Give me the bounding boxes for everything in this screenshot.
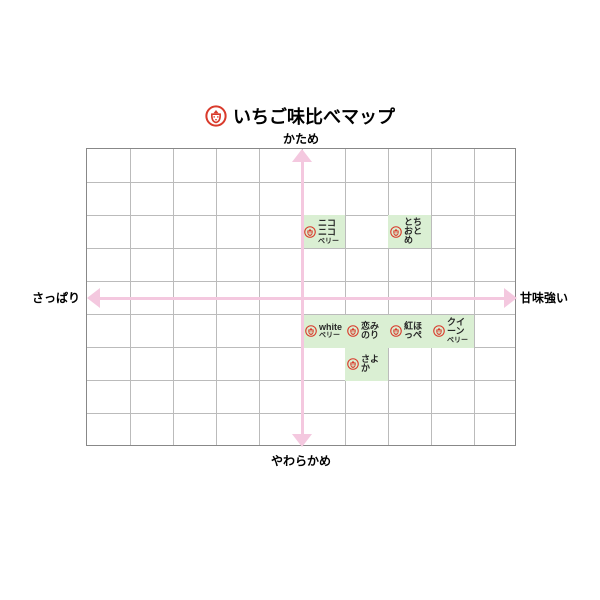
item-label: 紅ほっぺ — [404, 322, 429, 341]
strawberry-icon — [305, 325, 317, 337]
quadrant-grid: ニコニコベリー とちおとめ whiteベリー 恋みのり 紅ほっぺ クイーンベリー — [86, 148, 516, 446]
strawberry-icon — [390, 226, 402, 238]
axis-label-top: かため — [283, 130, 319, 147]
axis-arrowhead-left — [87, 288, 100, 308]
strawberry-icon — [347, 358, 359, 370]
strawberry-item: whiteベリー — [302, 315, 345, 348]
strawberry-icon — [205, 105, 227, 127]
axis-horizontal — [91, 297, 513, 300]
item-label: とちおとめ — [404, 218, 429, 246]
strawberry-item: クイーンベリー — [431, 315, 474, 348]
strawberry-item: 恋みのり — [345, 315, 388, 348]
axis-label-bottom: やわらかめ — [271, 452, 331, 469]
axis-arrowhead-right — [504, 288, 517, 308]
item-label: クイーンベリー — [447, 318, 472, 344]
axis-arrowhead-up — [292, 149, 312, 162]
item-label: 恋みのり — [361, 322, 386, 341]
strawberry-icon — [433, 325, 445, 337]
axis-label-left: さっぱり — [32, 289, 80, 306]
strawberry-item: さよか — [345, 348, 388, 381]
chart-title: いちご味比べマップ — [0, 103, 600, 129]
strawberry-item: 紅ほっぺ — [388, 315, 431, 348]
axis-label-right: 甘味強い — [520, 289, 568, 306]
item-label: whiteベリー — [319, 323, 342, 340]
strawberry-icon — [390, 325, 402, 337]
axis-arrowhead-down — [292, 434, 312, 447]
strawberry-icon — [347, 325, 359, 337]
strawberry-item: ニコニコベリー — [302, 215, 345, 248]
chart-title-text: いちご味比べマップ — [233, 103, 395, 129]
item-label: ニコニコベリー — [318, 219, 343, 245]
strawberry-icon — [304, 226, 316, 238]
item-label: さよか — [361, 355, 386, 374]
strawberry-item: とちおとめ — [388, 215, 431, 248]
